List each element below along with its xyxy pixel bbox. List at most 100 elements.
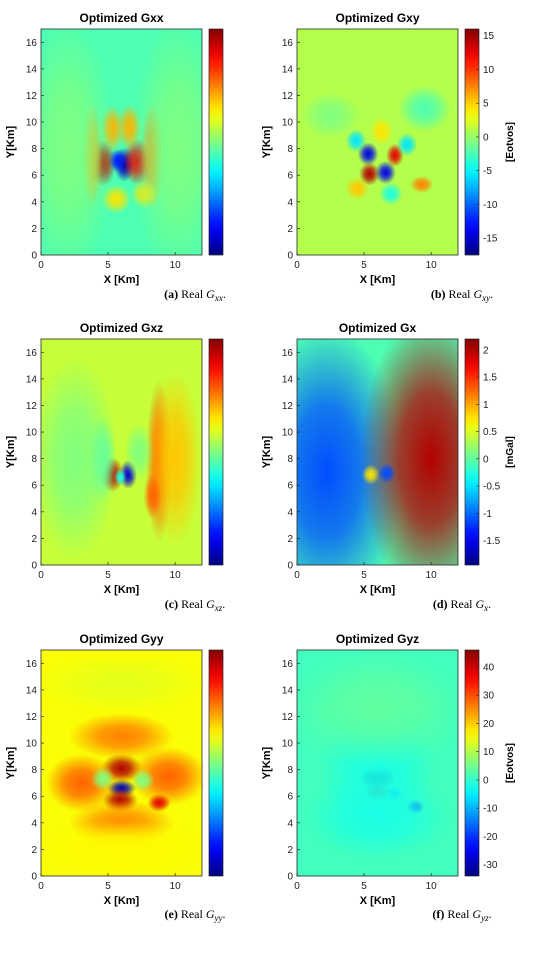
colorbar-tick-label: 10 [483,747,495,758]
x-tick-label: 0 [294,260,300,271]
anomaly-blob-5 [396,132,418,157]
y-tick-label: 4 [287,197,293,208]
x-tick-label: 5 [105,570,111,581]
anomaly-blob-4 [130,747,202,806]
panel-optimized-gxy: Optimized Gxy 0 5 10 0 2 4 6 8 10 12 14 16 X [Km] Y[Km… [261,11,516,303]
colorbar-tick-label: -15 [483,234,498,245]
y-tick-label: 8 [287,144,293,155]
x-tick-label: 0 [38,570,44,581]
y-tick-label: 16 [26,38,38,49]
y-tick-label: 12 [26,712,38,723]
x-tick-label: 10 [426,260,438,271]
anomaly-blob-2 [361,464,380,485]
y-axis-label: Y[Km] [261,746,273,779]
anomaly-blob-7 [345,176,370,201]
colorbar-tick-label: 15 [483,31,495,42]
anomaly-blob-8 [131,768,155,792]
y-tick-label: 16 [282,659,294,670]
y-tick-label: 10 [282,118,294,129]
colorbar-tick-label: 5 [483,99,489,110]
y-tick-label: 6 [287,792,293,803]
y-tick-label: 0 [31,251,37,262]
anomaly-blob-11 [301,92,361,139]
chart-title: Optimized Gx [339,321,417,335]
colorbar-tick-label: 1.5 [483,373,497,384]
x-tick-label: 10 [426,881,438,892]
y-tick-label: 2 [31,224,37,235]
anomaly-blob-10 [41,29,116,255]
y-tick-label: 0 [31,872,37,883]
anomaly-blob-11 [130,29,202,255]
y-axis-label: Y[Km] [5,125,17,158]
x-tick-label: 5 [361,260,367,271]
chart-title: Optimized Gxz [80,321,163,335]
plot-frame [40,649,203,877]
y-tick-label: 14 [26,374,38,385]
y-tick-label: 10 [26,428,38,439]
colorbar-tick-label: -10 [483,200,498,211]
colorbar-tick-label: 20 [483,719,495,730]
y-tick-label: 2 [287,534,293,545]
y-tick-label: 0 [287,872,293,883]
x-tick-label: 0 [38,881,44,892]
colorbar-tick-label: 0 [483,775,489,786]
plot-frame [40,28,203,256]
panel-optimized-gyz: Optimized Gyz 0 5 10 0 2 4 6 8 10 12 14 16 X [Km] Y[Km… [261,632,516,923]
y-tick-label: 2 [287,845,293,856]
panel-optimized-gyy: Optimized Gyy 0 5 10 0 2 4 6 8 10 12 14 16 X [Km] Y[Km… [5,632,226,923]
y-tick-label: 8 [31,454,37,465]
y-tick-label: 10 [26,739,38,750]
y-tick-label: 6 [31,481,37,492]
anomaly-blob-4 [148,370,202,547]
heatmap-field [41,339,202,565]
plot-frame [296,28,459,256]
heatmap-field [41,29,202,255]
y-tick-label: 6 [287,171,293,182]
plot-frame [296,338,459,566]
colorbar-tick-label: 2 [483,345,489,356]
y-tick-label: 0 [31,561,37,572]
y-tick-label: 16 [26,348,38,359]
y-tick-label: 12 [282,91,294,102]
colorbar [208,28,224,256]
anomaly-blob-2 [375,160,396,185]
y-tick-label: 16 [282,38,294,49]
y-tick-label: 4 [287,507,293,518]
anomaly-blob-5 [303,772,452,861]
y-tick-label: 4 [31,818,37,829]
anomaly-blob-10 [397,85,452,133]
colorbar-tick-label: -10 [483,804,498,815]
x-tick-label: 5 [105,260,111,271]
anomaly-blob-3 [378,463,396,484]
colorbar-tick-label: 0.5 [483,427,497,438]
y-tick-label: 6 [31,792,37,803]
anomaly-blob-7 [90,767,115,791]
y-tick-label: 0 [287,561,293,572]
y-tick-label: 2 [31,845,37,856]
heatmap-field [41,650,202,876]
y-tick-label: 6 [287,481,293,492]
anomaly-blob-5 [68,713,175,760]
colorbar-label: [Eotvos] [505,743,516,783]
colorbar-tick-label: 40 [483,662,495,673]
y-tick-label: 12 [282,401,294,412]
y-tick-label: 8 [31,765,37,776]
colorbar-label: [Eotvos] [505,122,516,162]
colorbar-tick-label: 30 [483,691,495,702]
panel-caption: (f) Real Gyz. [432,907,491,923]
y-tick-label: 8 [31,144,37,155]
y-axis-label: Y[Km] [261,125,273,158]
y-tick-label: 14 [282,64,294,75]
y-tick-label: 4 [287,818,293,829]
x-axis-label: X [Km] [360,274,396,286]
colorbar [208,649,224,877]
x-axis-label: X [Km] [360,584,396,596]
colorbar [464,338,480,566]
chart-title: Optimized Gxx [79,11,163,25]
panel-optimized-gxx: Optimized Gxx 0 5 10 0 2 4 6 8 10 12 14 16 X [Km] Y[Km… [5,11,226,303]
y-tick-label: 4 [31,197,37,208]
panel-caption: (a) Real Gxx. [164,287,226,303]
colorbar-tick-label: -20 [483,832,498,843]
y-tick-label: 12 [282,712,294,723]
